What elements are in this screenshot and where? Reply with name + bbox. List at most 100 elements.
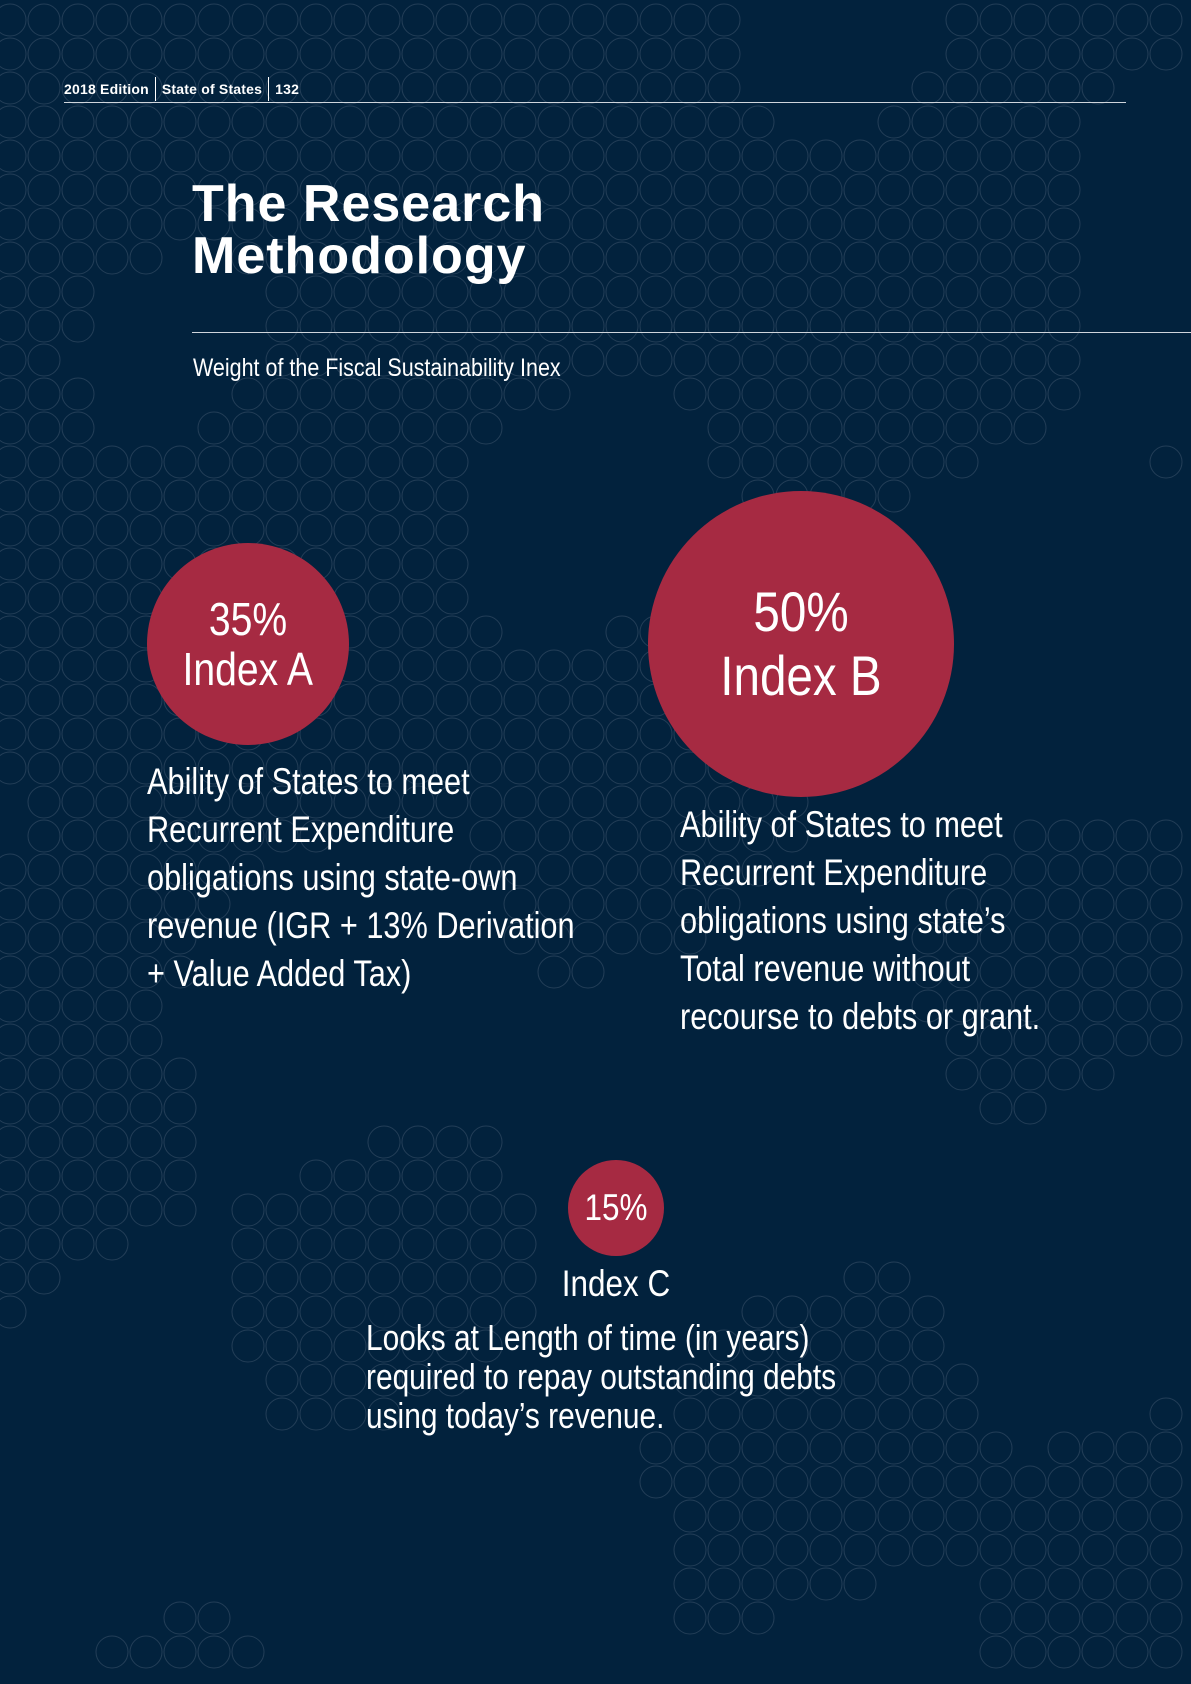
- pattern-ring: [979, 309, 1013, 343]
- pattern-ring: [0, 649, 27, 683]
- pattern-ring: [401, 3, 435, 37]
- pattern-ring: [435, 547, 469, 581]
- pattern-ring: [469, 1125, 503, 1159]
- pattern-ring: [1013, 37, 1047, 71]
- pattern-ring: [639, 1465, 673, 1499]
- pattern-ring: [537, 955, 571, 989]
- pattern-ring: [469, 751, 503, 785]
- pattern-ring: [197, 445, 231, 479]
- pattern-ring: [707, 241, 741, 275]
- pattern-ring: [1047, 819, 1081, 853]
- pattern-ring: [367, 717, 401, 751]
- pattern-ring: [197, 173, 231, 207]
- pattern-ring: [231, 139, 265, 173]
- pattern-ring: [333, 241, 367, 275]
- pattern-ring: [401, 37, 435, 71]
- pattern-ring: [639, 819, 673, 853]
- pattern-ring: [1047, 377, 1081, 411]
- pattern-ring: [979, 1533, 1013, 1567]
- pattern-ring: [503, 853, 537, 887]
- pattern-ring: [707, 445, 741, 479]
- pattern-ring: [129, 717, 163, 751]
- pattern-ring: [571, 887, 605, 921]
- title-rule: [192, 332, 1191, 333]
- pattern-ring: [27, 853, 61, 887]
- pattern-ring: [1115, 1465, 1149, 1499]
- pattern-ring: [0, 887, 27, 921]
- pattern-ring: [367, 785, 401, 819]
- pattern-ring: [707, 71, 741, 105]
- pattern-ring: [605, 37, 639, 71]
- index-c-weight: 15%: [584, 1187, 648, 1228]
- title-line-1: The Research: [192, 175, 546, 233]
- pattern-ring: [435, 615, 469, 649]
- pattern-ring: [571, 139, 605, 173]
- pattern-ring: [775, 1567, 809, 1601]
- pattern-ring: [231, 513, 265, 547]
- pattern-ring: [265, 751, 299, 785]
- pattern-ring: [95, 1125, 129, 1159]
- pattern-ring: [27, 309, 61, 343]
- pattern-ring: [163, 785, 197, 819]
- pattern-ring: [673, 1499, 707, 1533]
- pattern-ring: [1115, 1533, 1149, 1567]
- pattern-ring: [503, 37, 537, 71]
- pattern-ring: [639, 751, 673, 785]
- pattern-ring: [1081, 71, 1115, 105]
- pattern-ring: [775, 309, 809, 343]
- pattern-ring: [61, 411, 95, 445]
- pattern-ring: [299, 1397, 333, 1431]
- pattern-ring: [979, 1431, 1013, 1465]
- pattern-ring: [945, 1465, 979, 1499]
- pattern-ring: [367, 683, 401, 717]
- pattern-ring: [945, 955, 979, 989]
- pattern-ring: [911, 1329, 945, 1363]
- pattern-ring: [843, 309, 877, 343]
- pattern-ring: [1047, 241, 1081, 275]
- pattern-ring: [707, 785, 741, 819]
- pattern-ring: [503, 207, 537, 241]
- pattern-ring: [367, 377, 401, 411]
- pattern-ring: [979, 1057, 1013, 1091]
- pattern-ring: [61, 1227, 95, 1261]
- pattern-ring: [605, 853, 639, 887]
- pattern-ring: [401, 479, 435, 513]
- pattern-ring: [0, 445, 27, 479]
- pattern-ring: [809, 1465, 843, 1499]
- pattern-ring: [163, 71, 197, 105]
- pattern-ring: [61, 717, 95, 751]
- pattern-ring: [61, 37, 95, 71]
- pattern-ring: [605, 241, 639, 275]
- pattern-ring: [163, 751, 197, 785]
- pattern-ring: [333, 1227, 367, 1261]
- pattern-ring: [367, 411, 401, 445]
- pattern-ring: [265, 479, 299, 513]
- pattern-ring: [1013, 1601, 1047, 1635]
- index-a-name: Index A: [182, 643, 314, 695]
- pattern-ring: [435, 377, 469, 411]
- pattern-ring: [469, 683, 503, 717]
- pattern-ring: [605, 887, 639, 921]
- pattern-ring: [809, 1431, 843, 1465]
- pattern-ring: [299, 1193, 333, 1227]
- pattern-ring: [537, 343, 571, 377]
- pattern-ring: [299, 445, 333, 479]
- pattern-ring: [95, 683, 129, 717]
- pattern-ring: [979, 377, 1013, 411]
- pattern-ring: [1013, 1057, 1047, 1091]
- running-header: 2018 Edition State of States 132: [64, 76, 299, 102]
- pattern-ring: [775, 1465, 809, 1499]
- pattern-ring: [197, 105, 231, 139]
- pattern-ring: [775, 1499, 809, 1533]
- pattern-ring: [367, 309, 401, 343]
- pattern-ring: [503, 819, 537, 853]
- pattern-ring: [129, 1159, 163, 1193]
- pattern-ring: [809, 241, 843, 275]
- pattern-ring: [877, 1533, 911, 1567]
- pattern-ring: [231, 751, 265, 785]
- pattern-ring: [0, 1159, 27, 1193]
- pattern-ring: [1081, 1465, 1115, 1499]
- pattern-ring: [1115, 819, 1149, 853]
- pattern-ring: [571, 819, 605, 853]
- pattern-ring: [299, 1363, 333, 1397]
